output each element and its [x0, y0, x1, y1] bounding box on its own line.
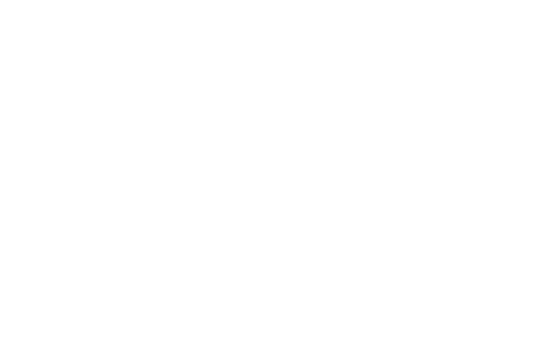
Text: - Long term capital appreciation / wealth
  creation

- Long term India Growth S: - Long term capital appreciation / wealt… [25, 41, 237, 153]
Text: Commodities (15%): Commodities (15%) [25, 185, 153, 198]
Text: - Invest mainly in Gold (10%)

- Beat inflation in the long term

- Counter-cycl: - Invest mainly in Gold (10%) - Beat inf… [25, 211, 228, 336]
Text: Overseas Equity (20%): Overseas Equity (20%) [296, 15, 446, 28]
Text: Debt (15%): Debt (15%) [296, 185, 371, 198]
Text: Domestic Equity (50%): Domestic Equity (50%) [25, 15, 175, 28]
Text: - Income through accrual strategy

- Moderate duration to benefit from
  higher : - Income through accrual strategy - Mode… [296, 211, 482, 336]
Text: - Long term capital appreciation / wealth
  creation

- Invests in primarly in d: - Long term capital appreciation / wealt… [296, 41, 509, 153]
